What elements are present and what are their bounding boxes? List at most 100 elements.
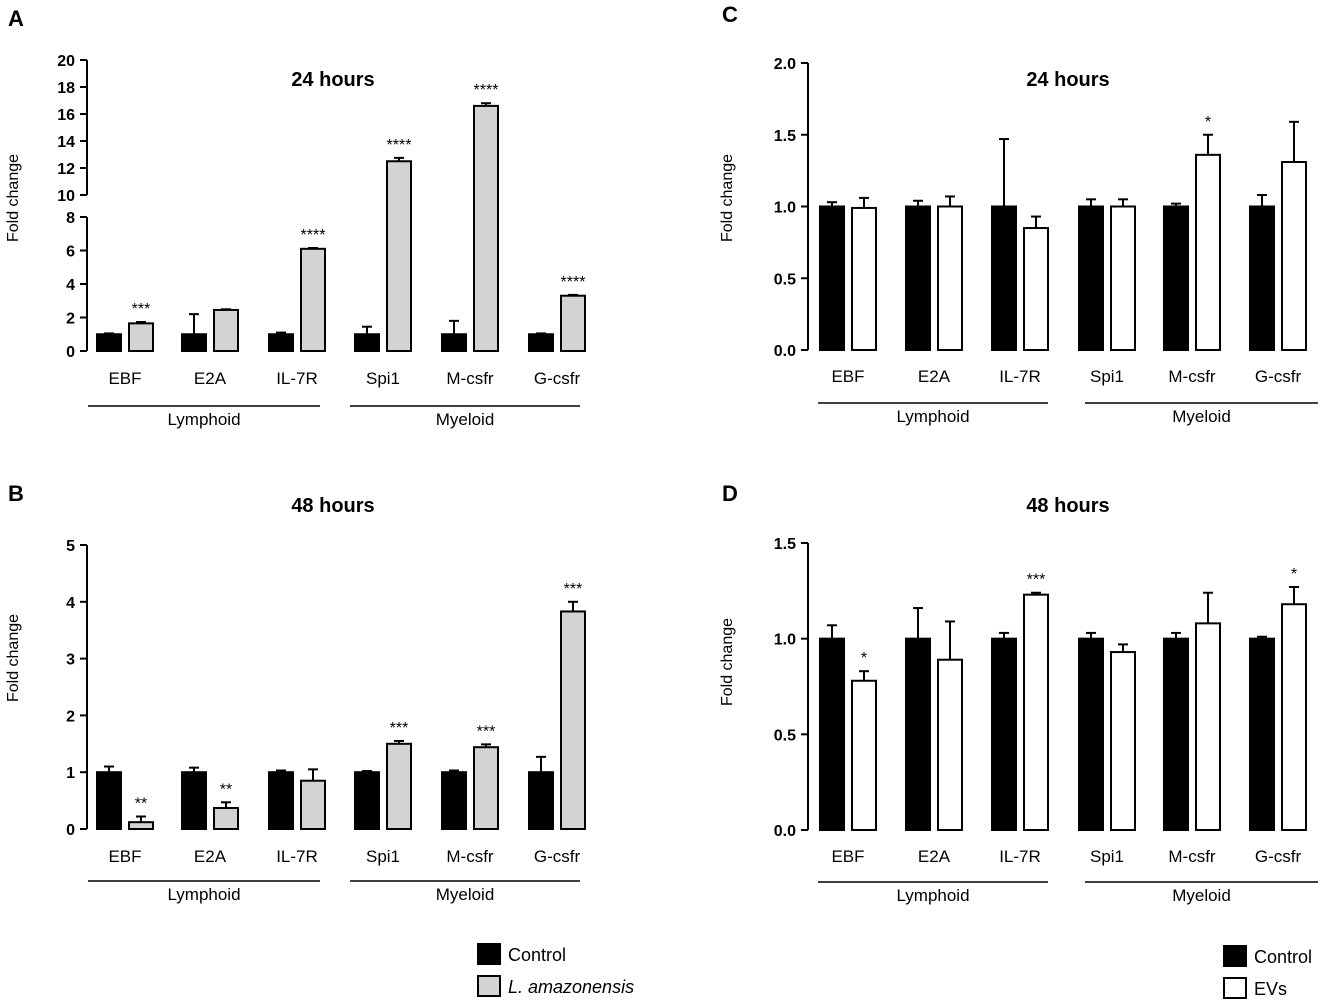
x-tick-label: G-csfr: [534, 369, 581, 388]
group-label: Lymphoid: [167, 410, 240, 429]
y-axis-label: Fold change: [719, 618, 736, 706]
bar-treatment: [560, 294, 586, 353]
x-tick-label: M-csfr: [446, 847, 494, 866]
y-tick-label: 0.5: [774, 271, 796, 288]
bar-treatment: [473, 746, 499, 831]
x-tick-label: G-csfr: [1255, 847, 1302, 866]
bar-control: [96, 333, 122, 352]
x-tick-label: Spi1: [1090, 367, 1124, 386]
bar-control: [1163, 205, 1189, 351]
bar-control: [991, 637, 1017, 832]
panel-d: D 48 hours Fold change 0.0 0.5 1.0 1.5 * EBF E2A *…: [719, 481, 1318, 905]
legend-swatch: [477, 975, 501, 997]
y-tick-label: 18: [57, 80, 75, 97]
x-tick-label: IL-7R: [999, 847, 1041, 866]
bar-treatment: [851, 679, 877, 832]
x-tick-label: E2A: [918, 367, 951, 386]
significance-label: **: [220, 781, 232, 798]
bar-treatment: [386, 742, 412, 830]
y-tick-label: 0.0: [774, 823, 796, 840]
y-tick-label: 3: [66, 652, 75, 669]
bar-treatment: [937, 205, 963, 351]
bar-control: [181, 771, 207, 831]
x-tick-label: EBF: [831, 847, 864, 866]
panel-letter: C: [722, 2, 738, 27]
x-tick-label: E2A: [194, 847, 227, 866]
panel-c: C 24 hours Fold change 0.0 0.5 1.0 1.5 2.0 EBF E2…: [719, 2, 1318, 426]
x-tick-label: Spi1: [366, 369, 400, 388]
bar-treatment: [386, 160, 412, 352]
group-label: Lymphoid: [896, 407, 969, 426]
significance-label: ***: [564, 581, 583, 598]
bar-treatment: [1023, 593, 1049, 831]
x-tick-label: M-csfr: [1168, 847, 1216, 866]
bar-treatment: [300, 779, 326, 830]
bar-treatment: [1110, 205, 1136, 351]
y-tick-label: 2: [66, 311, 75, 328]
bar-control: [354, 333, 380, 352]
legend-label: EVs: [1254, 979, 1287, 999]
bar-treatment: [473, 104, 499, 353]
x-tick-label: G-csfr: [534, 847, 581, 866]
bar-control: [1249, 637, 1275, 832]
legend-right: Control EVs: [1223, 945, 1312, 999]
bar-treatment: [1281, 161, 1307, 351]
chart-title: 24 hours: [291, 69, 374, 91]
group-label: Myeloid: [436, 410, 495, 429]
y-tick-label: 2.0: [774, 56, 796, 73]
bar-treatment: [1195, 153, 1221, 351]
significance-label: ***: [477, 723, 496, 740]
bar-treatment: [1281, 603, 1307, 832]
y-tick-label: 10: [57, 188, 75, 205]
bar-control: [268, 333, 294, 352]
bar-control: [441, 333, 467, 352]
significance-label: ***: [1027, 572, 1046, 589]
y-tick-label: 8: [66, 210, 75, 227]
bar-control: [1163, 637, 1189, 832]
bar-treatment: [560, 610, 586, 830]
bar-control: [1249, 205, 1275, 351]
y-tick-label: 4: [66, 595, 75, 612]
bar-control: [819, 637, 845, 832]
panel-b: B 48 hours Fold change 0 1 2 3 4 5 ** EBF ** E2A IL-7…: [5, 481, 586, 904]
y-tick-label: 1.5: [774, 128, 796, 145]
significance-label: *: [861, 650, 867, 667]
bar-treatment: [128, 322, 154, 352]
chart-title: 48 hours: [291, 495, 374, 517]
significance-label: ****: [474, 82, 499, 99]
bar-treatment: [851, 206, 877, 351]
y-tick-label: 0.5: [774, 727, 796, 744]
panel-letter: B: [8, 481, 24, 506]
x-tick-label: EBF: [108, 847, 141, 866]
y-tick-label: 5: [66, 538, 75, 555]
panel-letter: D: [722, 481, 738, 506]
bar-treatment: [1195, 622, 1221, 831]
significance-label: ****: [561, 274, 586, 291]
group-label: Lymphoid: [167, 885, 240, 904]
bar-control: [96, 771, 122, 831]
y-tick-label: 20: [57, 53, 75, 70]
y-tick-label: 4: [66, 277, 75, 294]
y-tick-label: 0.0: [774, 343, 796, 360]
significance-label: ***: [132, 301, 151, 318]
panel-letter: A: [8, 6, 24, 31]
x-tick-label: EBF: [108, 369, 141, 388]
legend-swatch: [477, 943, 501, 965]
significance-label: ****: [301, 227, 326, 244]
legend-swatch: [1223, 977, 1247, 999]
legend-swatch: [1223, 945, 1247, 967]
y-tick-label: 1: [66, 765, 75, 782]
y-axis-label: Fold change: [5, 614, 22, 702]
x-tick-label: IL-7R: [276, 847, 318, 866]
y-axis-label: Fold change: [719, 154, 736, 242]
x-tick-label: M-csfr: [446, 369, 494, 388]
y-tick-label: 16: [57, 107, 75, 124]
legend-label: L. amazonensis: [508, 977, 634, 997]
y-tick-label: 14: [57, 134, 75, 151]
bar-control: [268, 771, 294, 831]
y-tick-label: 0: [66, 344, 75, 361]
y-tick-label: 12: [57, 161, 75, 178]
significance-label: *: [1291, 566, 1297, 583]
bar-control: [819, 205, 845, 351]
